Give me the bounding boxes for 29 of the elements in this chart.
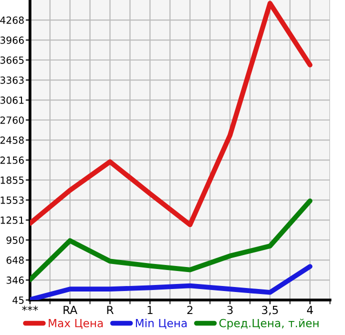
y-tick-label: 4268 [0,16,24,24]
x-tick-label: 3 [227,306,233,314]
line-series [30,198,312,282]
y-tick-label: 346 [6,276,24,284]
y-tick-label: 3665 [0,56,24,64]
y-tick-label: 45 [12,296,24,304]
x-tick-label: 3,5 [262,306,278,316]
y-tick-label: 2156 [0,156,24,164]
x-tick-label: 4 [307,306,313,314]
y-tick-label: 2760 [0,116,24,124]
x-tick-label: 1 [148,306,153,314]
legend-label: Сред.Цена, т.йен [219,318,319,330]
legend-label: Min Цена [136,318,187,329]
y-tick-label: 950 [6,236,24,244]
x-tick-label: *** [22,306,38,311]
y-tick-label: 1855 [0,176,24,184]
y-tick-label: 1553 [0,196,24,204]
y-tick-label: 3966 [0,36,24,44]
y-tick-label: 3061 [0,96,24,104]
legend-label: Max Цена [48,319,103,329]
x-tick-label: RA [64,306,78,314]
y-tick-label: 648 [6,256,24,264]
x-tick-label: 2 [187,306,192,314]
x-tick-label: R [107,306,114,314]
y-tick-label: 2458 [0,136,24,144]
line-series [30,264,312,300]
y-tick-label: 3363 [0,76,24,84]
y-tick-label: 1251 [0,216,24,224]
line-series [30,0,312,228]
